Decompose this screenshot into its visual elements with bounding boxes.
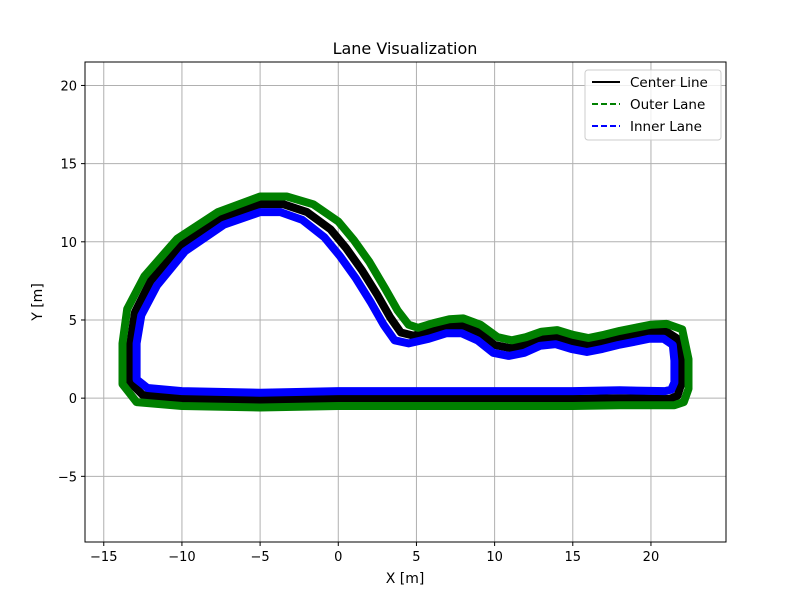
series-center-line (126, 200, 685, 404)
legend-label-outer-lane: Outer Lane (630, 97, 705, 113)
legend-label-inner-lane: Inner Lane (630, 119, 702, 135)
x-tick-label: 20 (643, 550, 660, 565)
y-tick-label: −5 (58, 470, 77, 485)
y-tick-label: 15 (60, 158, 77, 173)
x-axis-label: X [m] (386, 571, 425, 587)
y-tick-label: 0 (69, 392, 77, 407)
x-axis-ticks: −15 −10 −5 0 5 10 15 20 (90, 542, 659, 565)
y-axis-label: Y [m] (30, 283, 46, 322)
chart-title: Lane Visualization (333, 39, 478, 58)
series-inner-lane (132, 208, 679, 397)
legend-label-center-line: Center Line (630, 75, 708, 91)
legend-box (584, 69, 722, 141)
series-outer-lane (118, 192, 693, 412)
x-tick-label: −10 (168, 550, 195, 565)
y-tick-label: 20 (60, 79, 77, 94)
plot-frame (84, 61, 727, 543)
series-layer (118, 192, 693, 412)
legend: Center Line Outer Lane Inner Lane (584, 69, 722, 141)
x-tick-label: −15 (90, 550, 117, 565)
y-tick-label: 10 (60, 236, 77, 251)
x-tick-label: 15 (565, 550, 582, 565)
x-tick-label: 5 (412, 550, 420, 565)
y-tick-label: 5 (69, 314, 77, 329)
x-tick-label: −5 (251, 550, 270, 565)
x-tick-label: 0 (334, 550, 342, 565)
y-axis-ticks: −5 0 5 10 15 20 (58, 79, 85, 485)
x-tick-label: 10 (486, 550, 503, 565)
